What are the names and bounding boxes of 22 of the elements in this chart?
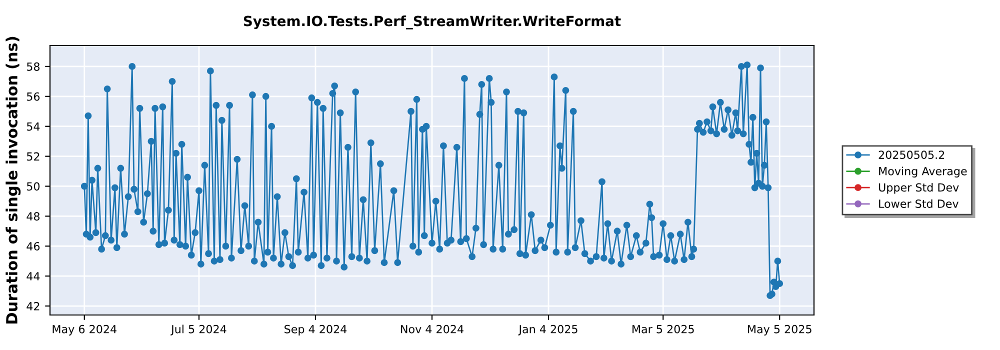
x-tick-label: Jul 5 2024 [170,324,226,336]
x-tick-label: May 5 2025 [748,324,812,336]
chart-title: System.IO.Tests.Perf_StreamWriter.WriteFormat [244,16,621,30]
y-tick-label: 52 [26,152,40,161]
y-tick-label: 56 [26,92,40,101]
x-tick-label: May 6 2024 [52,324,116,336]
y-tick-label: 54 [26,122,40,131]
y-tick-label: 50 [26,182,40,191]
x-tick-label: Jan 4 2025 [518,324,578,336]
y-axis-title: Duration of single invocation (ns) [6,36,21,324]
y-tick-label: 58 [26,62,40,71]
legend-label: 20250505.2 [878,150,944,160]
y-tick-label: 42 [26,302,40,310]
x-tick-label: Nov 4 2024 [401,324,464,334]
y-tick-label: 44 [26,272,40,280]
y-tick-label: 48 [26,212,40,221]
legend-label: Moving Average [879,166,967,178]
y-tick-label: 46 [26,242,40,251]
x-tick-label: Mar 5 2025 [632,324,694,334]
legend-label: Lower Std Dev [879,199,958,208]
x-tick-label: Sep 4 2024 [284,324,347,336]
legend-label: Upper Std Dev [878,183,959,194]
